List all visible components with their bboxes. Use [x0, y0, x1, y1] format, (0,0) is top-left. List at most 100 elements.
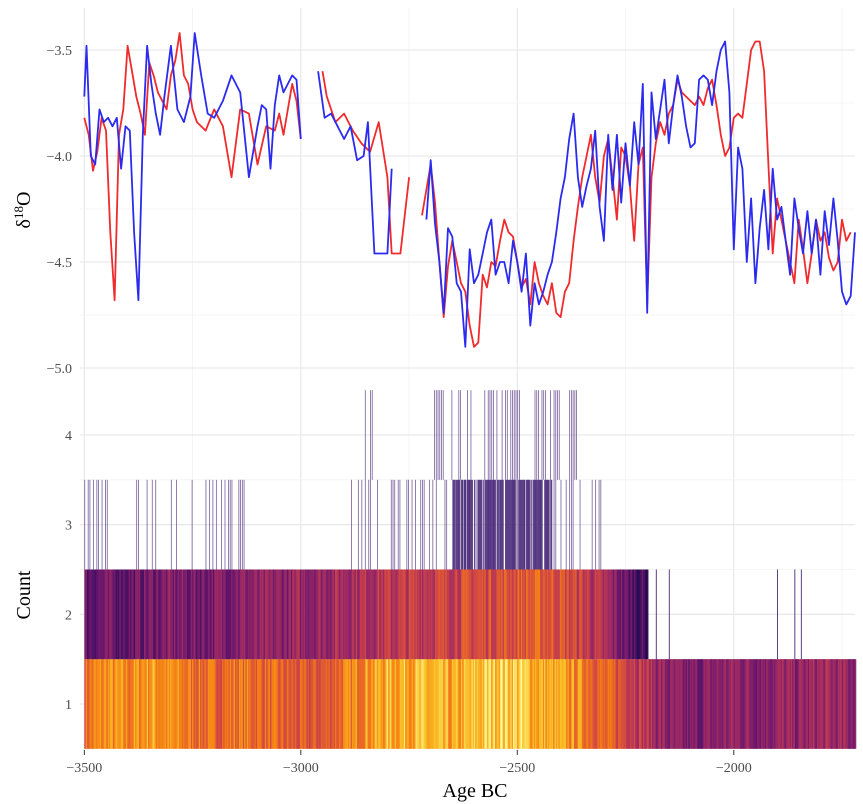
heat-strip-count-2 [257, 569, 259, 660]
heat-strip-count-1 [464, 659, 467, 749]
heat-tick-count-3 [377, 479, 378, 570]
heat-strip-count-1 [402, 659, 405, 749]
heat-strip-count-1 [132, 659, 135, 749]
heat-tick-count-4 [519, 390, 520, 480]
heat-strip-count-2 [272, 569, 275, 660]
heat-tick-count-3 [502, 479, 504, 570]
heat-strip-count-2 [338, 569, 341, 660]
heat-strip-count-1 [694, 659, 697, 749]
heat-tick-count-3 [240, 479, 241, 570]
heat-strip-count-2 [398, 569, 401, 660]
heat-strip-count-1 [596, 659, 598, 749]
heat-strip-count-1 [638, 659, 641, 749]
heat-tick-count-3 [506, 479, 508, 570]
heat-strip-count-1 [814, 659, 817, 749]
heat-strip-count-1 [748, 659, 750, 749]
heat-strip-count-1 [819, 659, 822, 749]
heat-strip-count-2 [603, 569, 606, 660]
heat-strip-count-2 [258, 569, 261, 660]
heat-strip-count-1 [741, 659, 744, 749]
heat-strip-count-2 [273, 569, 276, 660]
heat-strip-count-2 [342, 569, 345, 660]
heat-strip-count-1 [223, 659, 226, 749]
heat-tick-count-3 [357, 479, 359, 570]
heat-strip-count-1 [149, 659, 151, 749]
heat-strip-count-2 [446, 569, 449, 660]
heat-strip-count-2 [196, 569, 198, 660]
heat-strip-count-1 [541, 659, 544, 749]
heat-strip-count-2 [264, 569, 267, 660]
heat-tick-count-3 [212, 479, 214, 570]
heat-tick-count-3 [478, 479, 480, 570]
heat-strip-count-2 [206, 569, 209, 660]
heat-strip-count-2 [255, 569, 258, 660]
heat-strip-count-1 [393, 659, 396, 749]
heat-strip-count-1 [123, 659, 125, 749]
heat-strip-count-2 [454, 569, 457, 660]
heat-strip-count-1 [260, 659, 263, 749]
heat-strip-count-2 [641, 569, 644, 660]
delta18o-lines [83, 32, 856, 348]
heat-tick-count-4 [513, 390, 515, 480]
heat-strip-count-2 [475, 569, 477, 660]
heat-strip-count-2 [203, 569, 206, 660]
heat-tick-count-3 [521, 479, 523, 570]
heat-strip-count-1 [216, 659, 219, 749]
heat-strip-count-2 [220, 569, 223, 660]
heat-strip-count-1 [455, 659, 458, 749]
heat-strip-count-2 [499, 569, 502, 660]
heat-strip-count-2 [479, 569, 481, 660]
heat-strip-count-2 [371, 569, 374, 660]
heat-strip-count-1 [810, 659, 813, 749]
heat-tick-count-3 [241, 479, 243, 570]
heat-strip-count-2 [545, 569, 548, 660]
heat-strip-count-1 [336, 659, 339, 749]
heat-strip-count-1 [503, 659, 506, 749]
heat-strip-count-1 [99, 659, 102, 749]
heat-strip-count-2 [137, 569, 140, 660]
heat-tick-count-4 [434, 390, 435, 480]
heat-strip-count-2 [444, 569, 446, 660]
heat-strip-count-1 [307, 659, 310, 749]
heat-strip-count-1 [140, 659, 142, 749]
heat-strip-count-1 [494, 659, 497, 749]
heat-strip-count-2 [462, 569, 465, 660]
heat-strip-count-2 [620, 569, 623, 660]
heat-tick-count-3 [555, 479, 557, 570]
heat-strip-count-1 [147, 659, 150, 749]
heat-tick-count-3 [215, 479, 217, 570]
heat-strip-count-2 [558, 569, 561, 660]
heat-strip-count-1 [209, 659, 211, 749]
heat-strip-count-1 [342, 659, 345, 749]
heat-strip-count-1 [536, 659, 539, 749]
heat-strip-count-1 [212, 659, 215, 749]
heat-strip-count-2 [324, 569, 327, 660]
heat-strip-count-2 [318, 569, 320, 660]
heat-tick-count-4 [536, 390, 538, 480]
heat-strip-count-1 [109, 659, 111, 749]
heat-strip-count-1 [672, 659, 675, 749]
heat-strip-count-1 [803, 659, 806, 749]
heat-strip-count-1 [763, 659, 766, 749]
heat-strip-count-2 [588, 569, 590, 660]
heat-strip-count-1 [828, 659, 831, 749]
heat-strip-count-1 [97, 659, 100, 749]
heat-strip-count-1 [649, 659, 652, 749]
heat-strip-count-1 [348, 659, 350, 749]
heat-strip-count-2 [625, 569, 628, 660]
heat-tick-count-4 [467, 390, 468, 480]
heat-tick-count-4 [515, 390, 517, 480]
heat-strip-count-1 [793, 659, 796, 749]
heat-tick-count-3 [390, 479, 392, 570]
heat-tick-count-3 [370, 479, 371, 570]
heat-tick-count-3 [87, 479, 89, 570]
heat-tick-count-3 [444, 479, 446, 570]
heat-tick-count-3 [570, 479, 572, 570]
heat-strip-count-1 [345, 659, 348, 749]
heat-strip-count-1 [107, 659, 110, 749]
heat-strip-count-2 [314, 569, 316, 660]
heat-strip-count-1 [785, 659, 788, 749]
heat-strip-count-1 [684, 659, 687, 749]
heat-strip-count-2 [233, 569, 236, 660]
heat-strip-count-1 [415, 659, 418, 749]
